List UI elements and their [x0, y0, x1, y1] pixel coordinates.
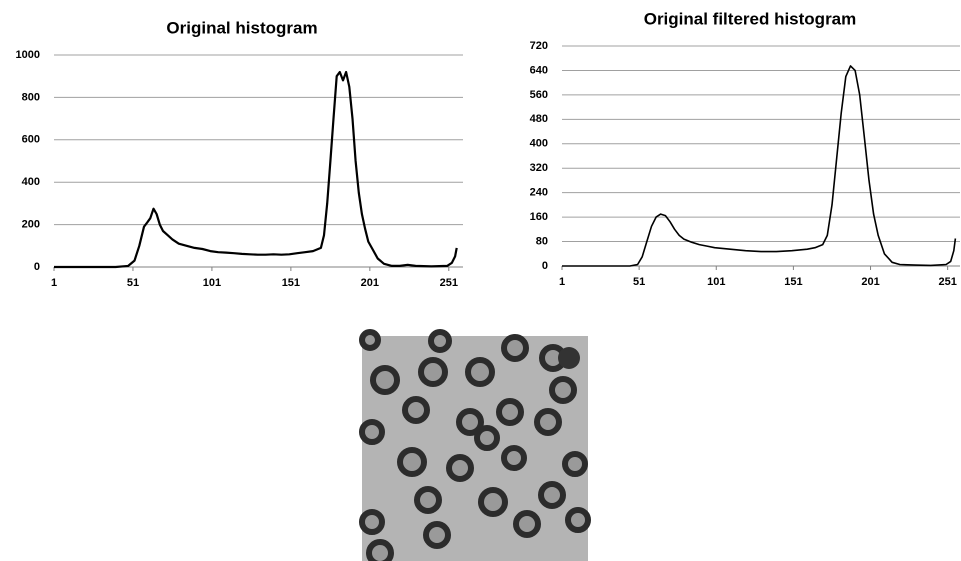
y-tick-label: 560 [530, 89, 548, 101]
data-line [54, 70, 458, 269]
y-tick-label: 720 [530, 40, 548, 52]
y-tick-label: 240 [530, 187, 548, 199]
y-tick-label: 800 [22, 91, 40, 103]
y-tick-label: 600 [22, 134, 40, 146]
x-tick-label: 1 [559, 276, 565, 288]
y-tick-label: 0 [542, 260, 548, 272]
micrograph [359, 329, 591, 561]
x-tick-label: 251 [440, 277, 458, 289]
y-tick-label: 400 [530, 138, 548, 150]
y-tick-label: 480 [530, 113, 548, 125]
chart-title: Original filtered histogram [644, 9, 857, 28]
x-tick-label: 201 [361, 277, 379, 289]
x-tick-label: 251 [938, 276, 956, 288]
x-tick-label: 51 [127, 277, 139, 289]
x-tick-label: 101 [707, 276, 725, 288]
y-tick-label: 200 [22, 219, 40, 231]
y-tick-label: 0 [34, 261, 40, 273]
chart-title: Original histogram [166, 18, 317, 37]
x-tick-label: 151 [282, 277, 300, 289]
y-tick-label: 1000 [16, 49, 40, 61]
y-tick-label: 160 [530, 211, 548, 223]
y-tick-label: 80 [536, 235, 548, 247]
data-line [562, 65, 957, 267]
y-tick-label: 320 [530, 162, 548, 174]
x-tick-label: 151 [784, 276, 802, 288]
x-tick-label: 51 [633, 276, 645, 288]
x-tick-label: 201 [861, 276, 879, 288]
x-tick-label: 1 [51, 277, 57, 289]
y-tick-label: 400 [22, 176, 40, 188]
x-tick-label: 101 [203, 277, 221, 289]
y-tick-label: 640 [530, 64, 548, 76]
